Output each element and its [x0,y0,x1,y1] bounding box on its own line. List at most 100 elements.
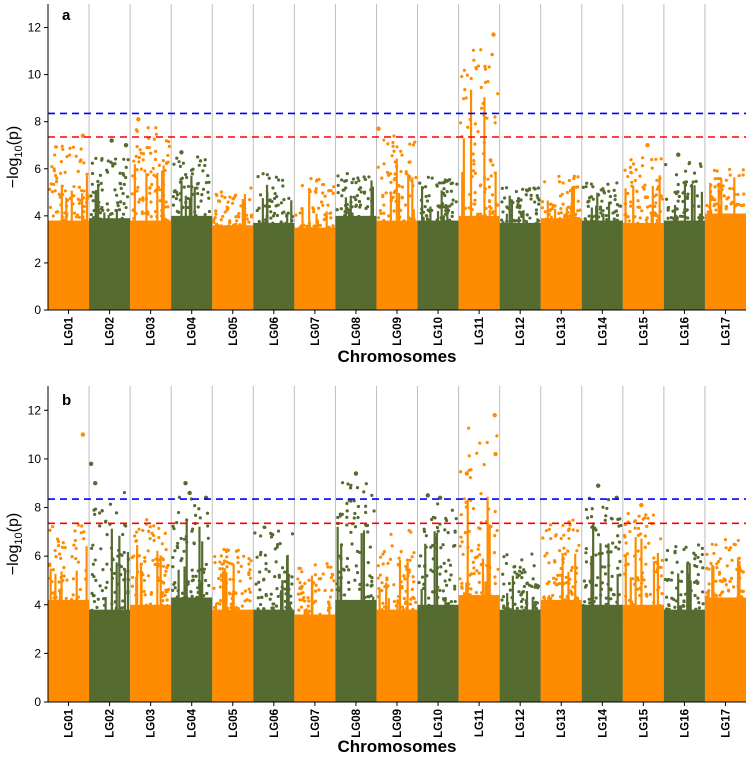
snp-point [648,616,652,620]
snp-point [151,609,156,613]
snp-point [267,204,272,209]
snp-point [228,231,233,235]
snp-point [166,153,170,157]
snp-point [589,612,593,616]
snp-point [737,225,741,230]
snp-point [257,206,261,210]
snp-point [729,610,733,614]
snp-point [636,549,640,553]
snp-point [491,210,495,214]
snp-point [368,545,372,549]
snp-point [649,230,653,234]
snp-point [390,611,394,615]
snp-point [507,581,511,586]
snp-point [346,482,350,486]
snp-point [48,528,52,532]
snp-point [311,206,315,210]
snp-point [477,571,481,575]
snp-point [94,578,98,582]
snp-point [322,232,327,236]
snp-point [653,204,657,208]
snp-point [458,544,462,548]
snp-point [349,483,353,487]
snp-point [425,217,430,221]
snp-point [234,225,239,229]
snp-point [329,229,334,233]
snp-point [469,606,473,610]
snp-point [315,614,319,618]
snp-point [329,565,333,569]
snp-point [445,583,449,587]
snp-point [281,184,285,188]
snp-point [331,224,335,228]
snp-point [626,174,630,179]
snp-point [399,169,403,174]
snp-point [436,230,440,235]
snp-point [302,595,306,600]
significant-snp-point [645,143,650,148]
snp-point [99,181,103,186]
snp-point [381,562,385,566]
snp-point [61,147,65,151]
snp-point [329,240,333,244]
snp-point [501,210,505,214]
snp-point [71,593,75,597]
snp-point [105,533,109,537]
snp-point [603,518,607,522]
snp-point [61,541,65,545]
snp-point [643,609,647,613]
snp-point [517,610,521,614]
snp-point [114,511,119,515]
snp-point [221,622,225,626]
snp-point [402,596,406,601]
snp-point [57,192,61,196]
snp-point [425,199,430,203]
snp-point [694,179,698,183]
snp-point [247,587,251,591]
snp-point [171,555,175,560]
snp-point [493,581,497,586]
snp-point [357,179,361,183]
snp-point [674,231,678,235]
snp-point [700,232,704,236]
snp-point [535,601,539,605]
snp-point [325,562,329,566]
snp-point [91,215,96,220]
snp-point [438,522,442,526]
snp-point [407,528,411,533]
snp-point [515,575,519,579]
snp-point [666,216,670,220]
snp-point [698,611,702,615]
snp-point [320,623,324,628]
x-tick-label: LG14 [597,708,609,737]
snp-point [204,227,208,232]
snp-point [549,230,554,234]
snp-point [220,194,224,198]
snp-point [57,580,61,584]
snp-point [205,511,210,515]
snp-point [652,235,657,239]
snp-point [550,207,555,211]
snp-point [736,215,740,219]
snp-point [254,622,258,626]
snp-point [462,497,466,501]
snp-point [448,204,452,208]
snp-point [80,524,84,528]
snp-point [352,228,356,232]
snp-point [709,610,713,614]
snp-point [196,155,200,159]
snp-point [47,564,52,568]
snp-point [237,570,241,574]
snp-point [326,565,330,569]
snp-point [401,616,405,620]
snp-point [206,524,210,528]
snp-point [72,184,76,189]
snp-point [325,240,329,244]
snp-point [234,222,238,226]
snp-point [435,184,439,188]
snp-point [671,223,675,228]
snp-point [101,620,105,624]
snp-point [392,599,396,604]
snp-point [453,584,457,588]
snp-point [741,168,745,172]
